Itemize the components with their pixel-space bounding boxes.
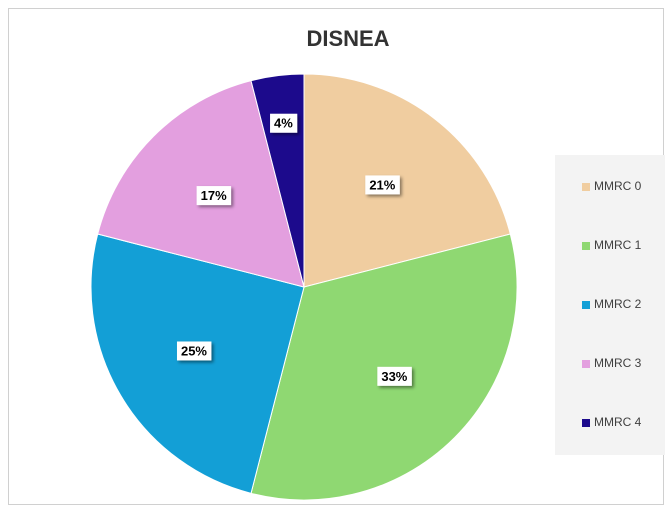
legend-label: MMRC 4 xyxy=(594,415,642,429)
data-label-box xyxy=(377,366,412,386)
legend-swatch xyxy=(582,301,590,309)
data-label: 21% xyxy=(369,177,395,192)
pie-slice xyxy=(97,80,305,288)
legend-label: MMRC 0 xyxy=(594,179,642,193)
chart-title: DISNEA xyxy=(306,26,389,51)
data-label: 4% xyxy=(274,116,293,131)
legend-box xyxy=(555,155,665,455)
legend-label: MMRC 3 xyxy=(594,356,642,370)
legend-label: MMRC 1 xyxy=(594,238,642,252)
data-label-box xyxy=(176,341,212,361)
legend-swatch xyxy=(582,360,590,368)
data-label-box xyxy=(196,186,232,206)
legend-swatch xyxy=(582,419,590,427)
data-label-box xyxy=(270,113,298,133)
pie-slice xyxy=(90,233,305,494)
legend-swatch xyxy=(582,242,590,250)
data-label-box xyxy=(365,175,400,195)
pie-slice xyxy=(303,73,511,288)
data-label: 17% xyxy=(201,188,227,203)
data-label: 25% xyxy=(181,343,207,358)
legend-swatch xyxy=(582,183,590,191)
legend-label: MMRC 2 xyxy=(594,297,642,311)
data-label: 33% xyxy=(381,369,407,384)
